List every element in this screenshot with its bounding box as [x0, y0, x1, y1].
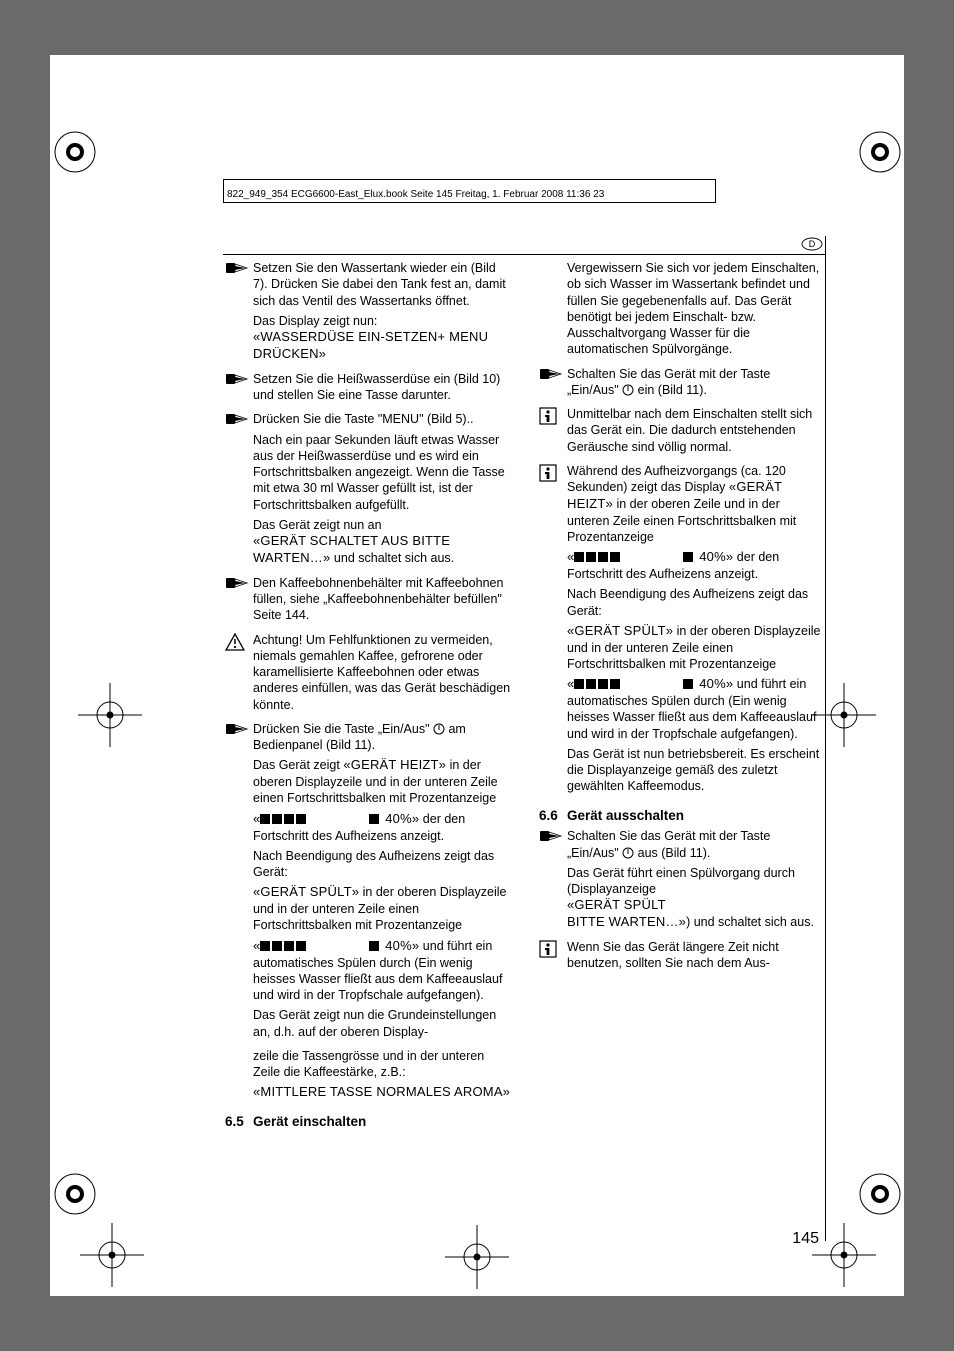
info-icon	[539, 464, 557, 486]
body-text: Setzen Sie den Wassertank wieder ein (Bi…	[253, 260, 511, 309]
instruction-item: Während des Aufheizvorgangs (ca. 120 Sek…	[539, 463, 825, 799]
pointing-hand-icon	[225, 262, 249, 279]
body-text: «MITTLERE TASSE NORMALES AROMA»	[253, 1084, 511, 1101]
body-text: Das Gerät zeigt nun an«GERÄT SCHALTET AU…	[253, 517, 511, 567]
body-text: Nach Beendigung des Aufheizens zeigt das…	[567, 586, 825, 619]
body-text: zeile die Tassengrösse und in der untere…	[253, 1048, 511, 1081]
display-text: «MITTLERE TASSE NORMALES AROMA»	[253, 1084, 510, 1099]
body-text: Das Gerät zeigt nun die Grundeinstellung…	[253, 1007, 511, 1040]
body-text: Achtung! Um Fehlfunktionen zu vermeiden,…	[253, 632, 511, 713]
body-text: Wenn Sie das Gerät längere Zeit nicht be…	[567, 939, 825, 972]
content-top-rule	[223, 254, 825, 255]
progress-display: « 40%» der den Fortschritt des Aufheizen…	[253, 811, 511, 844]
body-text: «GERÄT SPÜLT» in der oberen Displayzeile…	[253, 884, 511, 933]
body-text: Drücken Sie die Taste "MENU" (Bild 5)..	[253, 411, 511, 427]
progress-display: « 40%» und führt ein automatisches Spüle…	[253, 938, 511, 1004]
body-text: Den Kaffeebohnenbehälter mit Kaffeebohne…	[253, 575, 511, 624]
page: 822_949_354 ECG6600-East_Elux.book Seite…	[50, 55, 904, 1296]
body-text: Das Gerät führt einen Spülvorgang durch …	[567, 865, 825, 931]
pointing-hand-icon	[539, 830, 563, 847]
registration-cross-icon	[80, 1223, 144, 1287]
instruction-item: Achtung! Um Fehlfunktionen zu vermeiden,…	[225, 632, 511, 717]
svg-text:D: D	[809, 239, 816, 249]
body-text: Nach Beendigung des Aufheizens zeigt das…	[253, 848, 511, 881]
instruction-item: Den Kaffeebohnenbehälter mit Kaffeebohne…	[225, 575, 511, 628]
body-text: Schalten Sie das Gerät mit der Taste „Ei…	[567, 366, 825, 399]
continuation-text: zeile die Tassengrösse und in der untere…	[225, 1048, 511, 1105]
progress-display: « 40%» der den Fortschritt des Aufheizen…	[567, 549, 825, 582]
registration-ring-icon	[53, 1172, 97, 1216]
display-text: «GERÄT SCHALTET AUS BITTE WARTEN…»	[253, 533, 450, 565]
header-rule	[223, 179, 715, 180]
language-badge-d: D	[801, 237, 823, 254]
header-rule	[223, 202, 715, 203]
instruction-item: Setzen Sie die Heißwasserdüse ein (Bild …	[225, 371, 511, 408]
registration-cross-icon	[445, 1225, 509, 1289]
content-columns: Setzen Sie den Wassertank wieder ein (Bi…	[225, 260, 825, 1220]
header-rule	[223, 179, 224, 203]
pointing-hand-icon	[225, 723, 249, 740]
section-heading-6-6: 6.6Gerät ausschalten	[539, 807, 825, 825]
body-text: Nach ein paar Sekunden läuft etwas Wasse…	[253, 432, 511, 513]
body-text: «GERÄT SPÜLT» in der oberen Displayzeile…	[567, 623, 825, 672]
registration-cross-icon	[812, 683, 876, 747]
instruction-item: Wenn Sie das Gerät längere Zeit nicht be…	[539, 939, 825, 976]
body-text: Schalten Sie das Gerät mit der Taste „Ei…	[567, 828, 825, 861]
body-text: Unmittelbar nach dem Einschalten stellt …	[567, 406, 825, 455]
registration-ring-icon	[53, 130, 97, 174]
body-text: Setzen Sie die Heißwasserdüse ein (Bild …	[253, 371, 511, 404]
pointing-hand-icon	[225, 577, 249, 594]
section-heading-6-5: 6.5Gerät einschalten	[225, 1113, 511, 1131]
instruction-item: Schalten Sie das Gerät mit der Taste „Ei…	[539, 366, 825, 403]
header-rule	[715, 179, 716, 203]
section-intro: Vergewissern Sie sich vor jedem Einschal…	[539, 260, 825, 362]
body-text: Drücken Sie die Taste „Ein/Aus" am Bedie…	[253, 721, 511, 754]
body-text: Das Display zeigt nun:«WASSERDÜSE EIN-SE…	[253, 313, 511, 363]
registration-ring-icon	[858, 130, 902, 174]
registration-cross-icon	[78, 683, 142, 747]
instruction-item: Drücken Sie die Taste "MENU" (Bild 5).. N…	[225, 411, 511, 571]
instruction-item: Setzen Sie den Wassertank wieder ein (Bi…	[225, 260, 511, 367]
info-icon	[539, 940, 557, 962]
progress-display: « 40%» und führt ein automatisches Spüle…	[567, 676, 825, 742]
print-header: 822_949_354 ECG6600-East_Elux.book Seite…	[227, 189, 604, 200]
registration-cross-icon	[812, 1223, 876, 1287]
info-icon	[539, 407, 557, 429]
body-text: Das Gerät zeigt «GERÄT HEIZT» in der obe…	[253, 757, 511, 806]
registration-ring-icon	[858, 1172, 902, 1216]
instruction-item: Unmittelbar nach dem Einschalten stellt …	[539, 406, 825, 459]
instruction-item: Drücken Sie die Taste „Ein/Aus" am Bedie…	[225, 721, 511, 1044]
body-text: Während des Aufheizvorgangs (ca. 120 Sek…	[567, 463, 825, 546]
instruction-item: Schalten Sie das Gerät mit der Taste „Ei…	[539, 828, 825, 935]
body-text: Das Gerät ist nun betriebsbereit. Es ers…	[567, 746, 825, 795]
warning-icon	[225, 633, 245, 655]
pointing-hand-icon	[539, 368, 563, 385]
display-text: «WASSERDÜSE EIN-SETZEN+ MENU DRÜCKEN»	[253, 329, 488, 361]
pointing-hand-icon	[225, 413, 249, 430]
pointing-hand-icon	[225, 373, 249, 390]
